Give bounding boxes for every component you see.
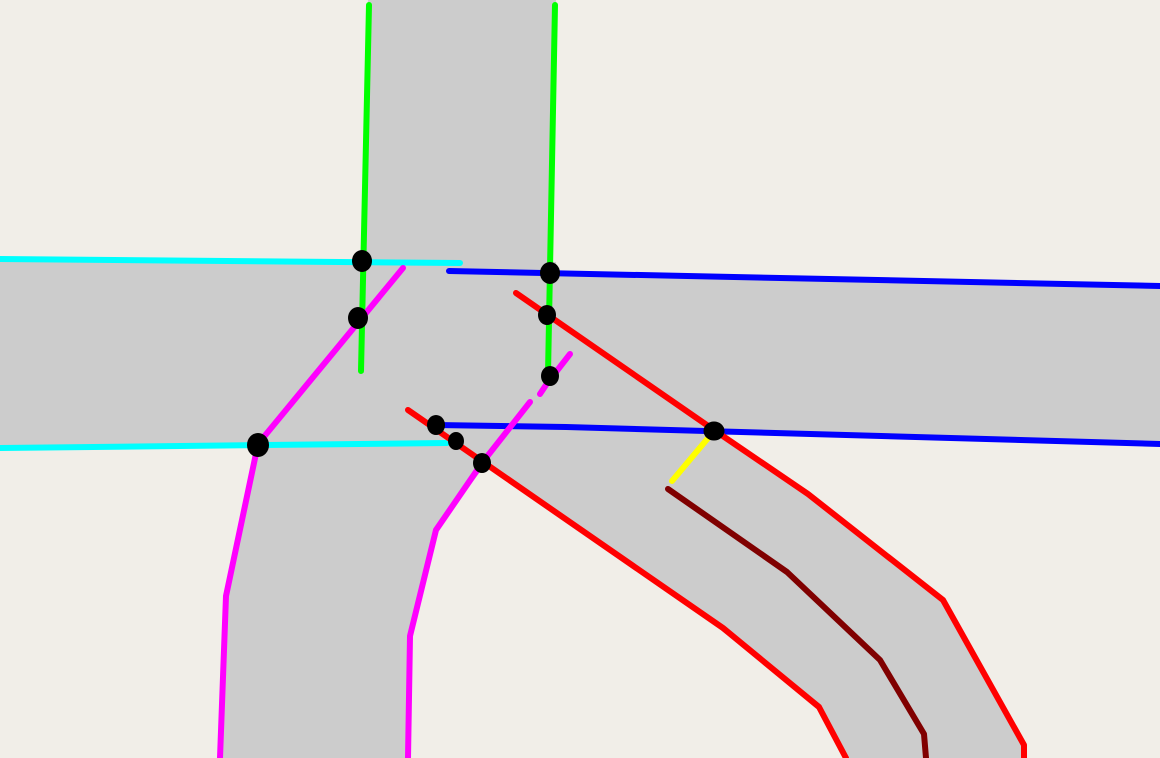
southeast-arm-top-edge bbox=[513, 290, 1027, 758]
junction-node bbox=[538, 305, 556, 325]
junction-node bbox=[348, 307, 368, 329]
road-north-arm bbox=[362, 0, 556, 290]
junction-node bbox=[540, 262, 560, 284]
junction-node bbox=[448, 432, 464, 450]
junction-node bbox=[247, 433, 269, 457]
junction-node bbox=[541, 366, 559, 386]
southeast-arm-bottom-edge bbox=[405, 407, 849, 758]
east-arm-top-edge bbox=[446, 268, 1160, 289]
highlighted-junction-node bbox=[703, 421, 725, 441]
south-arm-left-edge bbox=[217, 265, 406, 758]
east-arm-bottom-edge bbox=[433, 422, 1160, 447]
southeast-median-line bbox=[665, 486, 929, 758]
south-arm-right-edge-lower bbox=[405, 399, 533, 758]
yellow-connector-link bbox=[669, 428, 717, 484]
junction-node bbox=[473, 453, 491, 473]
west-arm-bottom-edge bbox=[0, 440, 450, 451]
junction-nodes bbox=[247, 250, 725, 473]
south-arm-right-edge bbox=[553, 351, 573, 375]
junction-node bbox=[427, 415, 445, 435]
west-arm-top-edge bbox=[0, 256, 463, 266]
junction-node bbox=[352, 250, 372, 272]
